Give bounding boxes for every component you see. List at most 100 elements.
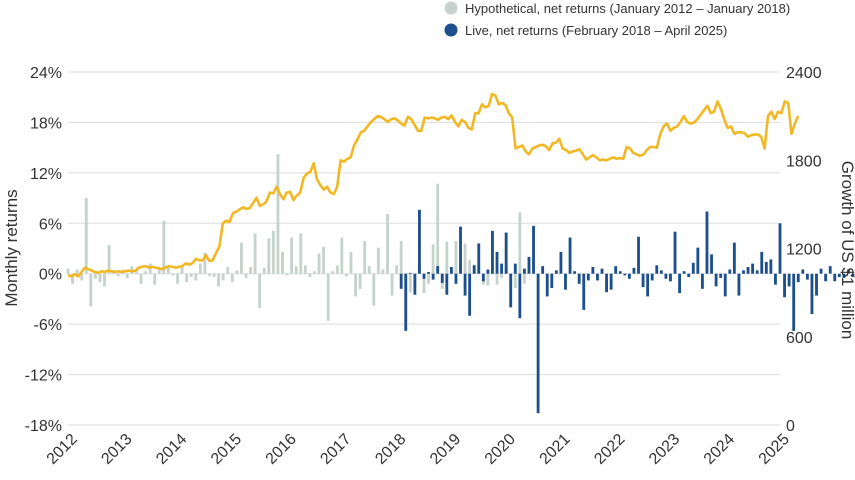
live-bar [769, 259, 773, 274]
hypothetical-bar [427, 273, 430, 284]
hypothetical-bar [130, 266, 134, 274]
hypothetical-bar [358, 273, 362, 289]
live-bar [755, 270, 759, 274]
left-tick-label: -12% [25, 368, 62, 385]
hypothetical-bar [381, 269, 385, 274]
live-bar [522, 268, 526, 274]
x-tick-label: 2017 [317, 431, 354, 468]
live-bar [637, 236, 640, 274]
live-bar [751, 263, 755, 274]
left-tick-label: 6% [39, 216, 62, 233]
legend: Hypothetical, net returns (January 2012 … [444, 1, 790, 38]
hypothetical-bar [226, 266, 230, 274]
hypothetical-bar [71, 273, 74, 284]
live-bar [787, 273, 791, 287]
left-tick-label: -6% [34, 317, 62, 334]
live-bar [728, 269, 732, 274]
live-bar [669, 273, 672, 282]
live-bar [627, 273, 631, 279]
hypothetical-bar [408, 273, 412, 293]
x-tick-label: 2023 [646, 431, 683, 468]
live-bar [819, 268, 823, 274]
hypothetical-bar [422, 273, 426, 294]
hypothetical-bar [445, 241, 449, 274]
hypothetical-bar [153, 273, 157, 285]
live-bar [824, 273, 828, 282]
hypothetical-bar [299, 233, 303, 274]
live-bar [792, 273, 796, 331]
live-bar [710, 254, 713, 274]
live-bar [609, 273, 613, 290]
left-tick-label: 0% [39, 267, 62, 284]
live-bar [796, 273, 800, 283]
hypothetical-bar [294, 266, 298, 274]
right-tick-label: 1200 [786, 242, 822, 259]
hypothetical-bar [148, 263, 152, 274]
live-bar [440, 273, 444, 283]
right-tick-label: 600 [786, 330, 813, 347]
live-bar [568, 237, 572, 274]
hypothetical-bar [486, 273, 490, 286]
hypothetical-bar [303, 265, 307, 274]
hypothetical-bar [189, 273, 193, 278]
hypothetical-bar [281, 251, 284, 274]
live-bar [504, 232, 508, 274]
live-bar [783, 273, 786, 298]
x-tick-label: 2018 [372, 431, 409, 468]
hypothetical-bar [463, 243, 467, 274]
live-bar [399, 273, 403, 289]
x-tick-label: 2022 [591, 431, 628, 468]
hypothetical-bar [125, 273, 129, 278]
right-tick-label: 1800 [786, 153, 822, 170]
live-bar [659, 270, 663, 274]
hypothetical-bar [157, 269, 161, 274]
live-bar [705, 211, 709, 274]
hypothetical-bar [212, 273, 216, 278]
hypothetical-bar [335, 265, 339, 274]
bar-series [66, 154, 855, 414]
live-bar [605, 273, 608, 293]
hypothetical-bar [386, 214, 389, 274]
x-tick-label: 2024 [701, 431, 738, 468]
hypothetical-bar [244, 273, 248, 278]
live-bar [650, 273, 654, 281]
live-bar [655, 265, 659, 274]
live-bar [431, 273, 435, 280]
live-bar [468, 273, 472, 316]
hypothetical-bar [162, 220, 166, 274]
x-tick-label: 2020 [482, 431, 519, 468]
hypothetical-bar [93, 273, 97, 279]
left-tick-label: 24% [30, 65, 62, 82]
hypothetical-bar [518, 212, 522, 274]
live-bar [746, 266, 750, 274]
hypothetical-bar [285, 273, 289, 276]
right-axis-ticks: 2400 1800 1200 600 0 [786, 65, 822, 435]
live-bar [418, 209, 421, 274]
hypothetical-bar [267, 238, 271, 274]
live-bar [810, 273, 814, 315]
hypothetical-bar [176, 273, 179, 284]
hypothetical-bar [331, 271, 335, 274]
live-bar [805, 273, 809, 280]
hypothetical-bar [171, 273, 175, 276]
hypothetical-bar [322, 246, 326, 274]
live-bar [833, 273, 837, 282]
hypothetical-bar [135, 270, 138, 274]
live-bar [760, 251, 764, 274]
live-bar [500, 263, 504, 274]
live-bar [778, 223, 782, 274]
live-bar [536, 273, 540, 414]
legend-label-hypothetical: Hypothetical, net returns (January 2012 … [465, 1, 790, 16]
hypothetical-bar [144, 271, 148, 274]
hypothetical-bar [500, 273, 504, 278]
live-bar [700, 273, 704, 289]
live-bar [837, 273, 841, 278]
hypothetical-bar [454, 240, 458, 274]
hypothetical-bar [258, 273, 262, 309]
legend-marker-live [444, 23, 458, 37]
live-bar [723, 273, 727, 297]
hypothetical-bar [271, 230, 275, 274]
hypothetical-bar [262, 267, 266, 274]
left-axis-ticks: 24% 18% 12% 6% 0% -6% -12% -18% [25, 65, 62, 435]
